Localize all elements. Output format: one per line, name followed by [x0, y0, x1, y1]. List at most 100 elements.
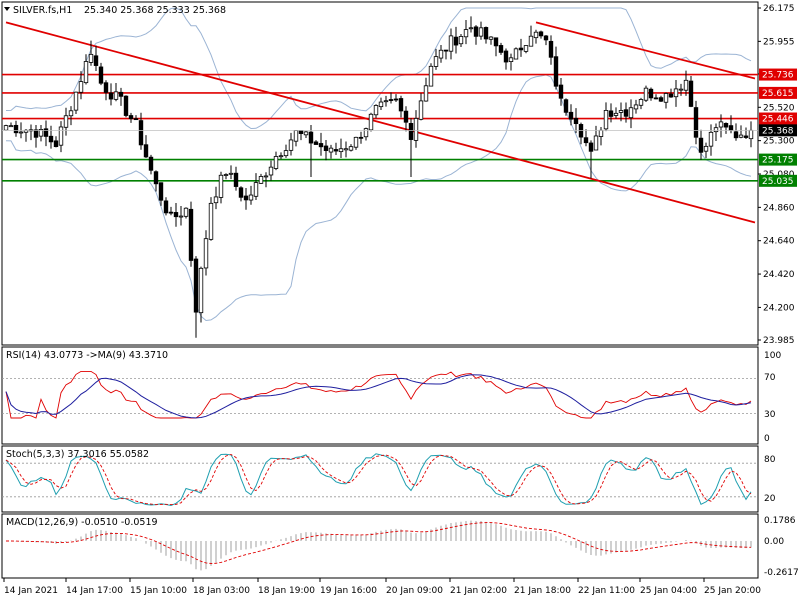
- macd-panel: 0.1786 0.00 -0.2617: [6, 516, 799, 578]
- candle: [683, 70, 689, 96]
- candle: [638, 97, 644, 110]
- candle: [563, 98, 569, 116]
- price-tick-label: 25.955: [763, 37, 795, 47]
- price-tick-label: 24.420: [763, 270, 795, 280]
- candle: [453, 26, 459, 54]
- candle: [668, 88, 674, 98]
- candle: [458, 34, 464, 47]
- candle: [608, 103, 614, 123]
- candle: [98, 62, 104, 86]
- candle: [88, 40, 94, 66]
- candle: [658, 95, 664, 102]
- stoch-tick-label: 80: [764, 455, 776, 465]
- candle: [153, 170, 159, 192]
- candle: [428, 63, 434, 87]
- candle: [323, 139, 329, 161]
- candle: [498, 42, 504, 55]
- candle: [373, 104, 379, 119]
- trend-lines[interactable]: [5, 21, 756, 224]
- candle: [533, 29, 539, 44]
- candle: [743, 127, 749, 139]
- candle: [708, 124, 714, 156]
- candle: [468, 16, 474, 33]
- candle: [128, 112, 134, 123]
- candle: [13, 120, 19, 137]
- candle: [248, 185, 254, 205]
- macd-tick-label: -0.2617: [764, 568, 799, 578]
- candle: [158, 182, 164, 206]
- price-tick-label: 24.200: [763, 303, 795, 313]
- candle: [623, 102, 629, 123]
- macd-tick-label: 0.00: [764, 537, 784, 547]
- candle: [338, 138, 344, 158]
- stoch-panel: 80 20: [2, 453, 776, 507]
- current-price-tag: [759, 124, 797, 137]
- candle: [358, 131, 364, 144]
- level-price-tag-label: 25.615: [762, 89, 794, 99]
- candle: [148, 154, 154, 175]
- rsi-ma-line: [5, 374, 752, 419]
- candle: [183, 207, 189, 219]
- macd-signal-line: [6, 522, 752, 564]
- candle: [448, 28, 454, 60]
- candle: [398, 95, 404, 118]
- candle: [408, 118, 414, 178]
- candle: [723, 122, 729, 134]
- candle: [463, 19, 469, 45]
- candle: [133, 115, 139, 121]
- macd-panel-frame: [1, 513, 759, 579]
- candle: [58, 121, 64, 153]
- stoch-panel-frame: [1, 445, 759, 513]
- level-price-tag: [759, 86, 797, 99]
- candle: [363, 127, 369, 141]
- candle: [283, 144, 289, 158]
- candle: [528, 25, 534, 47]
- time-tick-label: 21 Jan 02:00: [450, 586, 507, 596]
- rsi-label: RSI(14) 43.0773 ->MA(9) 43.3710: [6, 350, 168, 361]
- candle: [348, 144, 354, 152]
- candle: [278, 152, 284, 160]
- candle: [538, 30, 544, 39]
- candle: [223, 173, 229, 180]
- candle: [688, 75, 694, 108]
- candle: [673, 79, 679, 107]
- level-price-tag-label: 25.736: [762, 71, 794, 81]
- price-panel-frame: [1, 1, 759, 346]
- trend-line-2[interactable]: [535, 21, 756, 80]
- price-tick-label: 26.175: [763, 4, 795, 14]
- level-price-tag-label: 25.035: [762, 177, 794, 187]
- candle: [268, 160, 274, 181]
- candle: [138, 112, 144, 150]
- upper-band-line: [5, 7, 752, 130]
- candle: [38, 125, 44, 142]
- trend-line-1[interactable]: [5, 21, 756, 224]
- candle: [198, 266, 204, 323]
- candle: [643, 85, 649, 102]
- candle: [243, 188, 249, 210]
- candle: [663, 92, 669, 109]
- time-axis: 14 Jan 2021 14 Jan 17:00 15 Jan 10:00 18 Ja…: [3, 578, 761, 596]
- candle: [478, 21, 484, 40]
- candle: [513, 47, 519, 60]
- stoch-signal-line: [5, 454, 752, 506]
- candle: [368, 112, 374, 132]
- candle: [308, 125, 314, 178]
- candle: [193, 256, 199, 338]
- candle: [93, 45, 99, 72]
- horizontal-levels[interactable]: [2, 73, 758, 182]
- candle: [523, 45, 529, 54]
- candle: [378, 97, 384, 110]
- candle: [443, 49, 449, 60]
- candle: [328, 144, 334, 159]
- candle: [503, 48, 509, 70]
- candle: [63, 107, 69, 136]
- rsi-tick-label: 70: [764, 373, 776, 383]
- time-tick-label: 18 Jan 19:00: [258, 586, 315, 596]
- candle: [603, 102, 609, 132]
- candle: [53, 136, 59, 148]
- candle: [568, 104, 574, 126]
- symbol-dropdown-icon[interactable]: [4, 7, 10, 11]
- candle: [313, 140, 319, 145]
- time-tick-label: 22 Jan 11:00: [578, 586, 635, 596]
